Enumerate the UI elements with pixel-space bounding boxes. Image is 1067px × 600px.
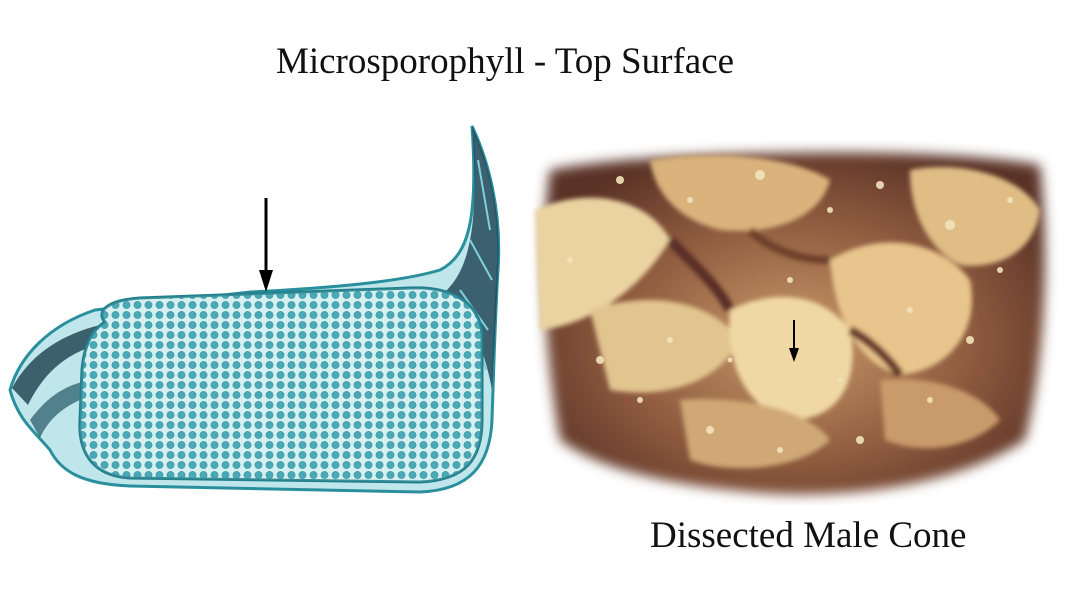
down-arrow-icon	[789, 320, 799, 362]
figure-title: Microsporophyll - Top Surface	[275, 41, 735, 82]
figure-caption: Dissected Male Cone	[650, 515, 967, 556]
microsporophyll-micrograph	[8, 125, 501, 494]
dissected-cone-photo	[535, 152, 1045, 495]
bract-tip	[445, 126, 499, 390]
down-arrow-icon	[259, 198, 273, 292]
pollen-sac	[78, 286, 484, 484]
